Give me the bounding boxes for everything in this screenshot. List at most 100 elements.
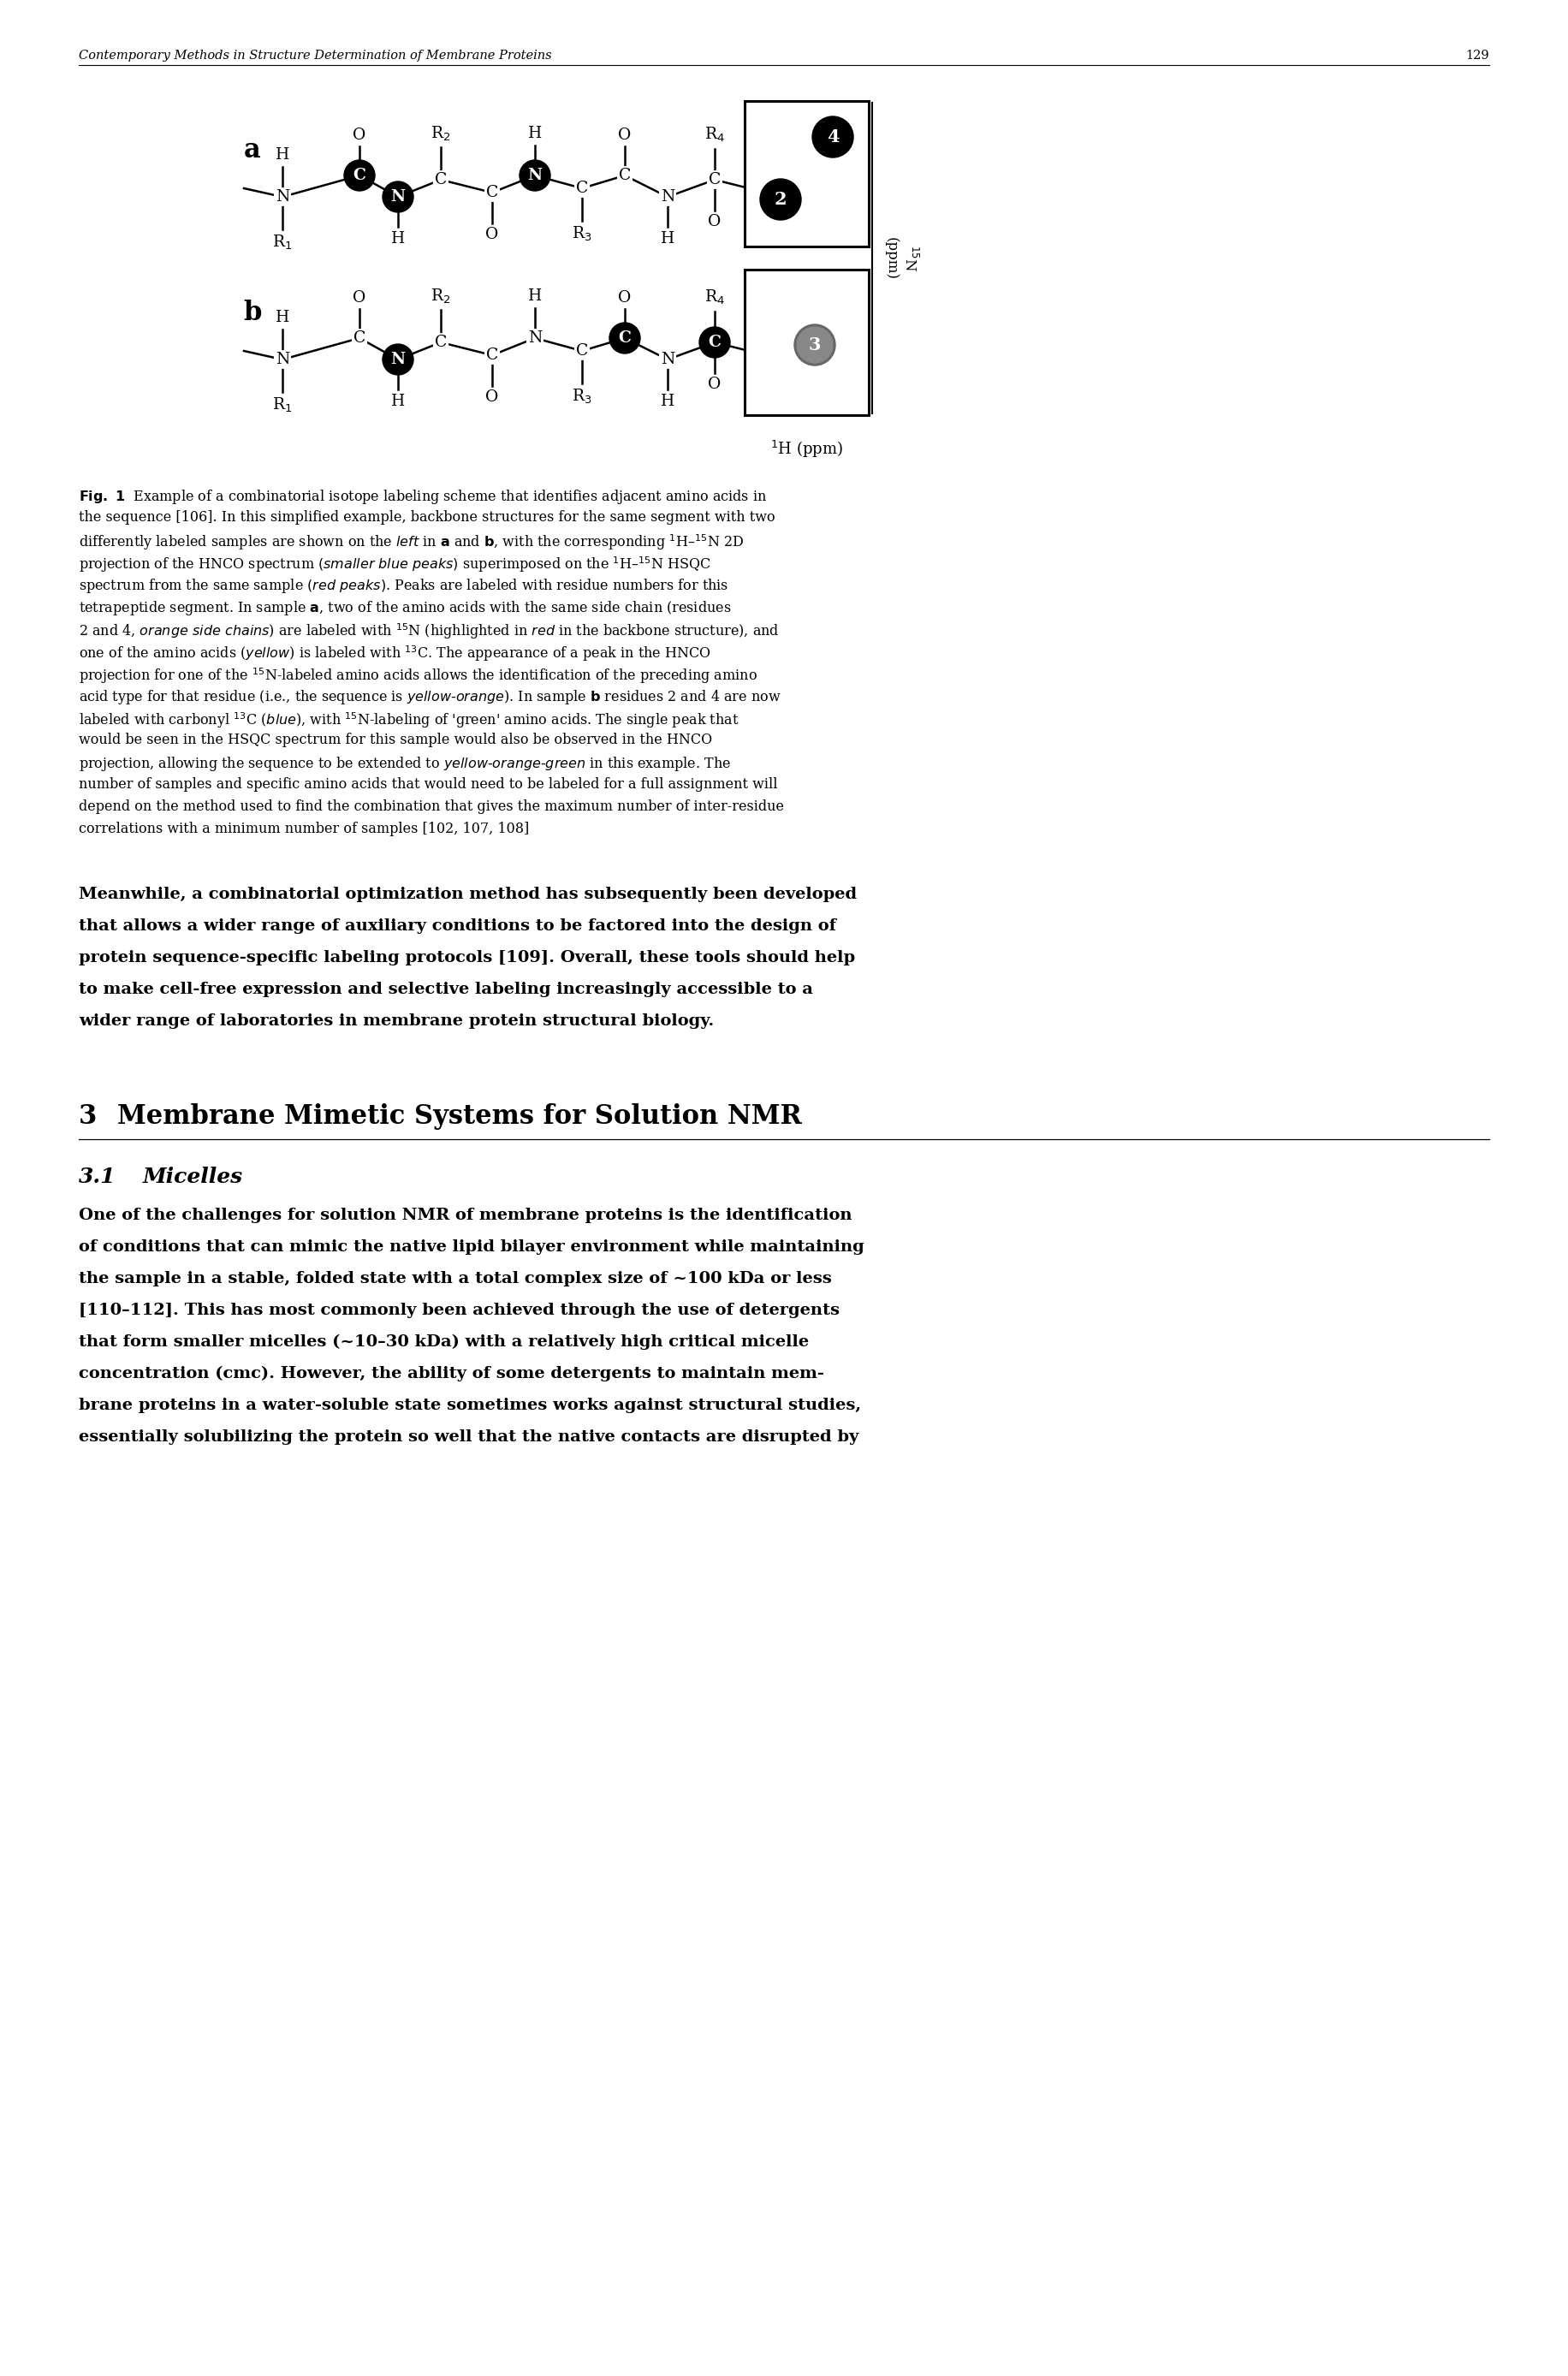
Bar: [745, 268, 869, 416]
Text: O: O: [709, 214, 721, 230]
Text: N: N: [390, 352, 405, 368]
Text: O: O: [486, 226, 499, 242]
Text: R$_1$: R$_1$: [273, 397, 293, 413]
Text: N: N: [390, 190, 405, 204]
Text: C: C: [709, 335, 721, 349]
Text: C: C: [353, 169, 365, 183]
Text: correlations with a minimum number of samples [102, 107, 108]: correlations with a minimum number of sa…: [78, 822, 528, 836]
Text: projection for one of the $^{15}$N-labeled amino acids allows the identification: projection for one of the $^{15}$N-label…: [78, 665, 757, 684]
Text: $^1$H (ppm): $^1$H (ppm): [770, 440, 842, 459]
Text: would be seen in the HSQC spectrum for this sample would also be observed in the: would be seen in the HSQC spectrum for t…: [78, 732, 712, 746]
Text: H: H: [528, 126, 543, 140]
Text: N: N: [660, 352, 674, 368]
Text: R$_1$: R$_1$: [273, 233, 293, 252]
Text: H: H: [390, 230, 405, 247]
Circle shape: [610, 323, 640, 354]
Text: b: b: [243, 299, 262, 326]
Text: brane proteins in a water-soluble state sometimes works against structural studi: brane proteins in a water-soluble state …: [78, 1397, 861, 1414]
Text: essentially solubilizing the protein so well that the native contacts are disrup: essentially solubilizing the protein so …: [78, 1430, 859, 1445]
Text: Micelles: Micelles: [143, 1167, 243, 1188]
Text: that form smaller micelles (~10–30 kDa) with a relatively high critical micelle: that form smaller micelles (~10–30 kDa) …: [78, 1335, 809, 1350]
Text: C: C: [434, 171, 447, 188]
Text: wider range of laboratories in membrane protein structural biology.: wider range of laboratories in membrane …: [78, 1015, 713, 1029]
Circle shape: [383, 345, 414, 375]
Text: acid type for that residue (i.e., the sequence is $\mathit{yellow\text{-}orange}: acid type for that residue (i.e., the se…: [78, 689, 781, 706]
Text: O: O: [618, 128, 632, 143]
Text: concentration (cmc). However, the ability of some detergents to maintain mem-: concentration (cmc). However, the abilit…: [78, 1366, 825, 1383]
Circle shape: [812, 116, 853, 157]
Text: H: H: [276, 309, 290, 326]
Text: number of samples and specific amino acids that would need to be labeled for a f: number of samples and specific amino aci…: [78, 777, 778, 791]
Text: a: a: [245, 135, 260, 164]
Text: C: C: [619, 169, 630, 183]
Circle shape: [519, 159, 550, 190]
Text: R$_2$: R$_2$: [431, 287, 452, 307]
Text: H: H: [660, 394, 674, 409]
Text: C: C: [434, 335, 447, 349]
Text: C': C': [759, 178, 776, 195]
Text: that allows a wider range of auxiliary conditions to be factored into the design: that allows a wider range of auxiliary c…: [78, 920, 836, 934]
Text: 3: 3: [809, 337, 822, 354]
Text: O: O: [353, 290, 365, 307]
Text: projection, allowing the sequence to be extended to $\mathit{yellow\text{-}orang: projection, allowing the sequence to be …: [78, 756, 731, 772]
Circle shape: [699, 328, 731, 359]
Text: O: O: [486, 390, 499, 404]
Text: N: N: [660, 190, 674, 204]
Text: to make cell-free expression and selective labeling increasingly accessible to a: to make cell-free expression and selecti…: [78, 981, 814, 998]
Text: Meanwhile, a combinatorial optimization method has subsequently been developed: Meanwhile, a combinatorial optimization …: [78, 886, 856, 903]
Text: 2 and 4, $\mathit{orange\ side\ chains}$) are labeled with $^{15}$N (highlighted: 2 and 4, $\mathit{orange\ side\ chains}$…: [78, 623, 779, 642]
Text: of conditions that can mimic the native lipid bilayer environment while maintain: of conditions that can mimic the native …: [78, 1240, 864, 1255]
Text: N: N: [527, 169, 543, 183]
Text: projection of the HNCO spectrum $\mathit{(smaller\ blue\ peaks)}$ superimposed o: projection of the HNCO spectrum $\mathit…: [78, 554, 710, 575]
Text: 129: 129: [1466, 50, 1490, 62]
Text: depend on the method used to find the combination that gives the maximum number : depend on the method used to find the co…: [78, 798, 784, 815]
Text: C: C: [486, 347, 499, 364]
Text: C: C: [575, 342, 588, 359]
Text: spectrum from the same sample $\mathit{(red\ peaks)}$. Peaks are labeled with re: spectrum from the same sample $\mathit{(…: [78, 577, 729, 594]
Circle shape: [797, 328, 833, 364]
Circle shape: [343, 159, 375, 190]
Text: C: C: [486, 185, 499, 200]
Text: One of the challenges for solution NMR of membrane proteins is the identificatio: One of the challenges for solution NMR o…: [78, 1207, 851, 1224]
Text: C: C: [353, 330, 365, 347]
Text: C': C': [759, 342, 776, 356]
Text: 2: 2: [775, 190, 787, 209]
Text: differently labeled samples are shown on the $\mathit{left}$ in $\mathbf{a}$ and: differently labeled samples are shown on…: [78, 532, 743, 551]
Text: R$_3$: R$_3$: [572, 226, 593, 242]
Text: 4: 4: [826, 128, 839, 145]
Text: 3: 3: [78, 1102, 97, 1131]
Text: O: O: [618, 290, 632, 307]
Text: N: N: [528, 330, 543, 347]
Text: O: O: [709, 378, 721, 392]
Text: N: N: [276, 352, 290, 368]
Text: labeled with carbonyl $^{13}$C ($\mathit{blue}$), with $^{15}$N-labeling of 'gre: labeled with carbonyl $^{13}$C ($\mathit…: [78, 710, 739, 729]
Text: 3.1: 3.1: [78, 1167, 116, 1188]
Circle shape: [760, 178, 801, 221]
Text: the sample in a stable, folded state with a total complex size of ~100 kDa or le: the sample in a stable, folded state wit…: [78, 1271, 831, 1285]
Text: C: C: [709, 171, 721, 188]
Text: R$_3$: R$_3$: [572, 387, 593, 406]
Text: tetrapeptide segment. In sample $\mathbf{a}$, two of the amino acids with the sa: tetrapeptide segment. In sample $\mathbf…: [78, 599, 731, 618]
Text: Membrane Mimetic Systems for Solution NMR: Membrane Mimetic Systems for Solution NM…: [118, 1102, 801, 1131]
Text: O: O: [353, 128, 365, 143]
Text: protein sequence-specific labeling protocols [109]. Overall, these tools should : protein sequence-specific labeling proto…: [78, 950, 855, 965]
Text: R$_4$: R$_4$: [704, 287, 724, 307]
Text: one of the amino acids ($\mathit{yellow}$) is labeled with $^{13}$C. The appeara: one of the amino acids ($\mathit{yellow}…: [78, 644, 710, 663]
Circle shape: [795, 326, 836, 366]
Text: Contemporary Methods in Structure Determination of Membrane Proteins: Contemporary Methods in Structure Determ…: [78, 50, 552, 62]
Text: $\mathbf{Fig.\ 1}$  Example of a combinatorial isotope labeling scheme that iden: $\mathbf{Fig.\ 1}$ Example of a combinat…: [78, 487, 767, 506]
Text: [110–112]. This has most commonly been achieved through the use of detergents: [110–112]. This has most commonly been a…: [78, 1302, 839, 1319]
Text: C: C: [575, 181, 588, 195]
Text: H: H: [660, 230, 674, 247]
Circle shape: [383, 181, 414, 211]
Text: $^{15}$N
(ppm): $^{15}$N (ppm): [884, 238, 919, 280]
Text: H: H: [276, 147, 290, 162]
Text: H: H: [390, 394, 405, 409]
Text: R$_4$: R$_4$: [704, 126, 724, 145]
Text: H: H: [528, 287, 543, 304]
Text: R$_2$: R$_2$: [431, 124, 452, 143]
Text: the sequence [106]. In this simplified example, backbone structures for the same: the sequence [106]. In this simplified e…: [78, 511, 775, 525]
Bar: [745, 102, 869, 247]
Text: C: C: [618, 330, 632, 347]
Text: N: N: [276, 190, 290, 204]
